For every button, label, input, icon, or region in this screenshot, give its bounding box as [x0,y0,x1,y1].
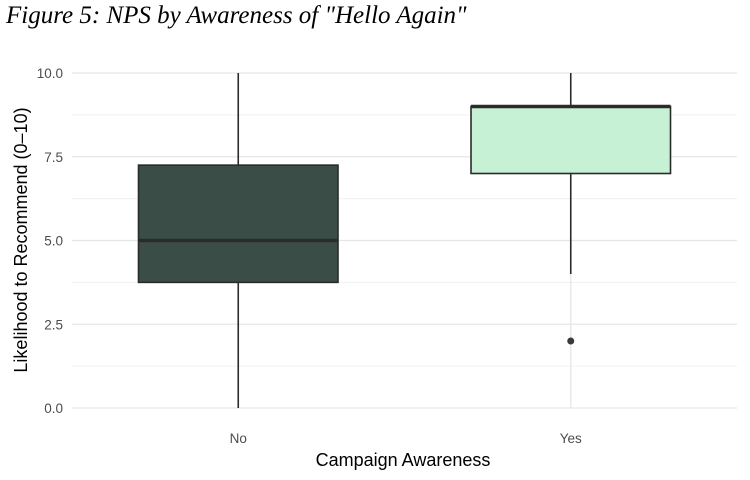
x-axis-title: Campaign Awareness [316,450,491,470]
y-tick-label: 7.5 [44,150,63,165]
boxes [137,73,672,408]
y-tick-label: 5.0 [44,234,63,249]
y-axis-tick-labels: 0.0 2.5 5.0 7.5 10.0 [37,66,63,416]
box-yes [470,73,672,345]
outlier-point [567,337,575,345]
y-tick-label: 2.5 [44,317,63,332]
figure-title: Figure 5: NPS by Awareness of "Hello Aga… [6,2,467,29]
y-tick-label: 0.0 [44,401,63,416]
y-axis-title: Likelihood to Recommend (0–10) [11,107,31,372]
y-tick-label: 10.0 [37,66,63,81]
x-tick-label: No [230,431,247,446]
x-axis-tick-labels: No Yes [230,431,582,446]
box-iqr [137,164,339,284]
box-iqr [470,105,672,175]
box-no [137,73,339,408]
x-tick-label: Yes [560,431,582,446]
